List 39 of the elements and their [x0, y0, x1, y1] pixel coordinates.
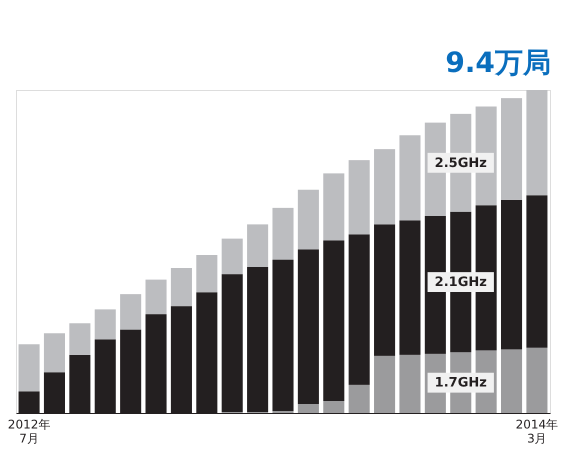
bar [500, 349, 522, 413]
bar [94, 309, 116, 340]
series-label: 2.1GHz [434, 275, 487, 290]
bar [348, 234, 370, 385]
bar [348, 384, 370, 413]
bar [298, 190, 319, 250]
bar [526, 90, 548, 196]
bar [69, 323, 90, 355]
bar [298, 250, 319, 404]
bar [18, 344, 40, 392]
series-label: 1.7GHz [434, 376, 487, 391]
bar [399, 354, 420, 413]
text: 9.4万局 [445, 46, 551, 79]
bar [298, 404, 319, 413]
bar [146, 280, 167, 314]
x-tick-label: 2012年 7月 [8, 418, 50, 446]
bar [374, 224, 396, 356]
bar [196, 255, 218, 292]
bar [222, 238, 243, 274]
bar [500, 200, 522, 350]
bar [323, 240, 344, 402]
bar [526, 195, 548, 348]
bar [272, 260, 294, 412]
bar [272, 208, 294, 260]
series-label: 2.5GHz [434, 156, 487, 171]
bar [323, 173, 344, 241]
bar [247, 224, 268, 268]
bar [44, 333, 66, 372]
x-tick-label: 2014年 3月 [516, 418, 558, 446]
bar [170, 268, 192, 306]
bar [374, 356, 396, 413]
bar [348, 160, 370, 234]
bar [120, 294, 142, 330]
bar [374, 149, 396, 224]
bar [323, 401, 344, 413]
bar [399, 135, 420, 220]
bar [526, 348, 548, 413]
bar [399, 220, 420, 355]
bar [500, 98, 522, 200]
